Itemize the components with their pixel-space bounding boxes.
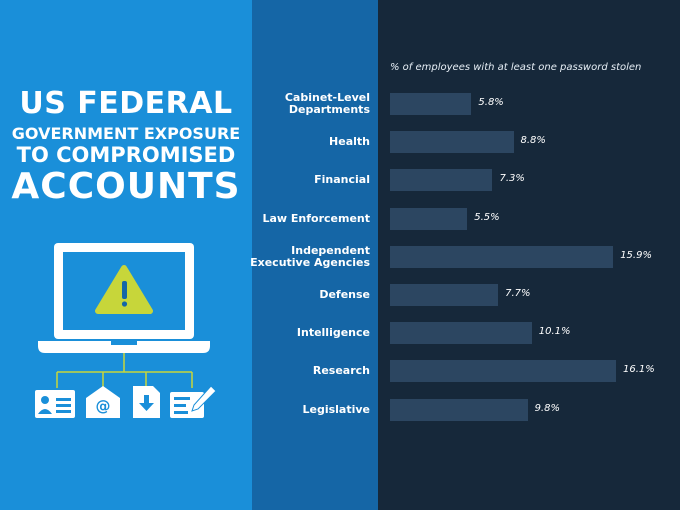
bar (390, 207, 468, 230)
download-document-icon (133, 386, 160, 418)
email-icon: @ (86, 386, 120, 418)
category-label-line: Financial (314, 173, 370, 187)
svg-text:@: @ (96, 397, 111, 415)
category-label: Law Enforcement (250, 211, 370, 225)
title-line-2: GOVERNMENT EXPOSURE (11, 124, 241, 143)
value-label: 7.7% (505, 288, 531, 299)
category-label-line: Health (329, 135, 370, 149)
category-label-line: Legislative (302, 402, 370, 416)
value-label: 5.5% (474, 211, 500, 223)
title-line-3: TO COMPROMISED (16, 143, 236, 167)
category-label-line: Departments (288, 103, 370, 116)
bar (390, 322, 532, 345)
illustration: @ (35, 243, 217, 418)
category-label-line: Research (312, 364, 370, 378)
value-label: 9.8% (534, 402, 560, 414)
id-card-icon (35, 390, 75, 418)
category-label: Cabinet-Level Departments (250, 92, 370, 116)
chart-subtitle: % of employees with at least one passwor… (390, 62, 642, 73)
category-label: Health (250, 136, 370, 148)
category-label-line: Law Enforcement (262, 211, 370, 225)
value-label: 16.1% (623, 364, 655, 376)
bar (390, 398, 528, 421)
title-line-4: ACCOUNTS (11, 166, 241, 207)
category-label: Legislative (250, 402, 370, 416)
category-label: Research (250, 365, 370, 377)
value-label: 15.9% (620, 249, 652, 261)
title-line-1: US FEDERAL (19, 86, 233, 121)
connector-lines (56, 353, 193, 388)
value-label: 10.1% (538, 326, 571, 338)
bar (390, 93, 472, 115)
form-edit-icon (170, 385, 217, 418)
warning-icon (95, 265, 153, 314)
value-label: 5.8% (478, 97, 504, 108)
value-label: 8.8% (520, 135, 546, 147)
category-label-line: Defense (319, 288, 370, 301)
category-label-line: Independent (291, 243, 370, 257)
bar (390, 360, 616, 383)
category-label-line: Intelligence (296, 326, 370, 340)
bar (390, 131, 514, 154)
bar (390, 284, 499, 306)
category-label: Intelligence (250, 327, 370, 339)
bar (390, 245, 614, 268)
bar (390, 169, 493, 192)
category-label-line: Executive Agencies (250, 255, 370, 269)
value-label: 7.3% (499, 173, 525, 185)
category-label: Independent Executive Agencies (250, 243, 370, 269)
category-label: Defense (250, 289, 370, 301)
category-label: Financial (250, 174, 370, 186)
category-panel (252, 0, 378, 510)
category-label-line: Cabinet-Level (284, 91, 370, 104)
